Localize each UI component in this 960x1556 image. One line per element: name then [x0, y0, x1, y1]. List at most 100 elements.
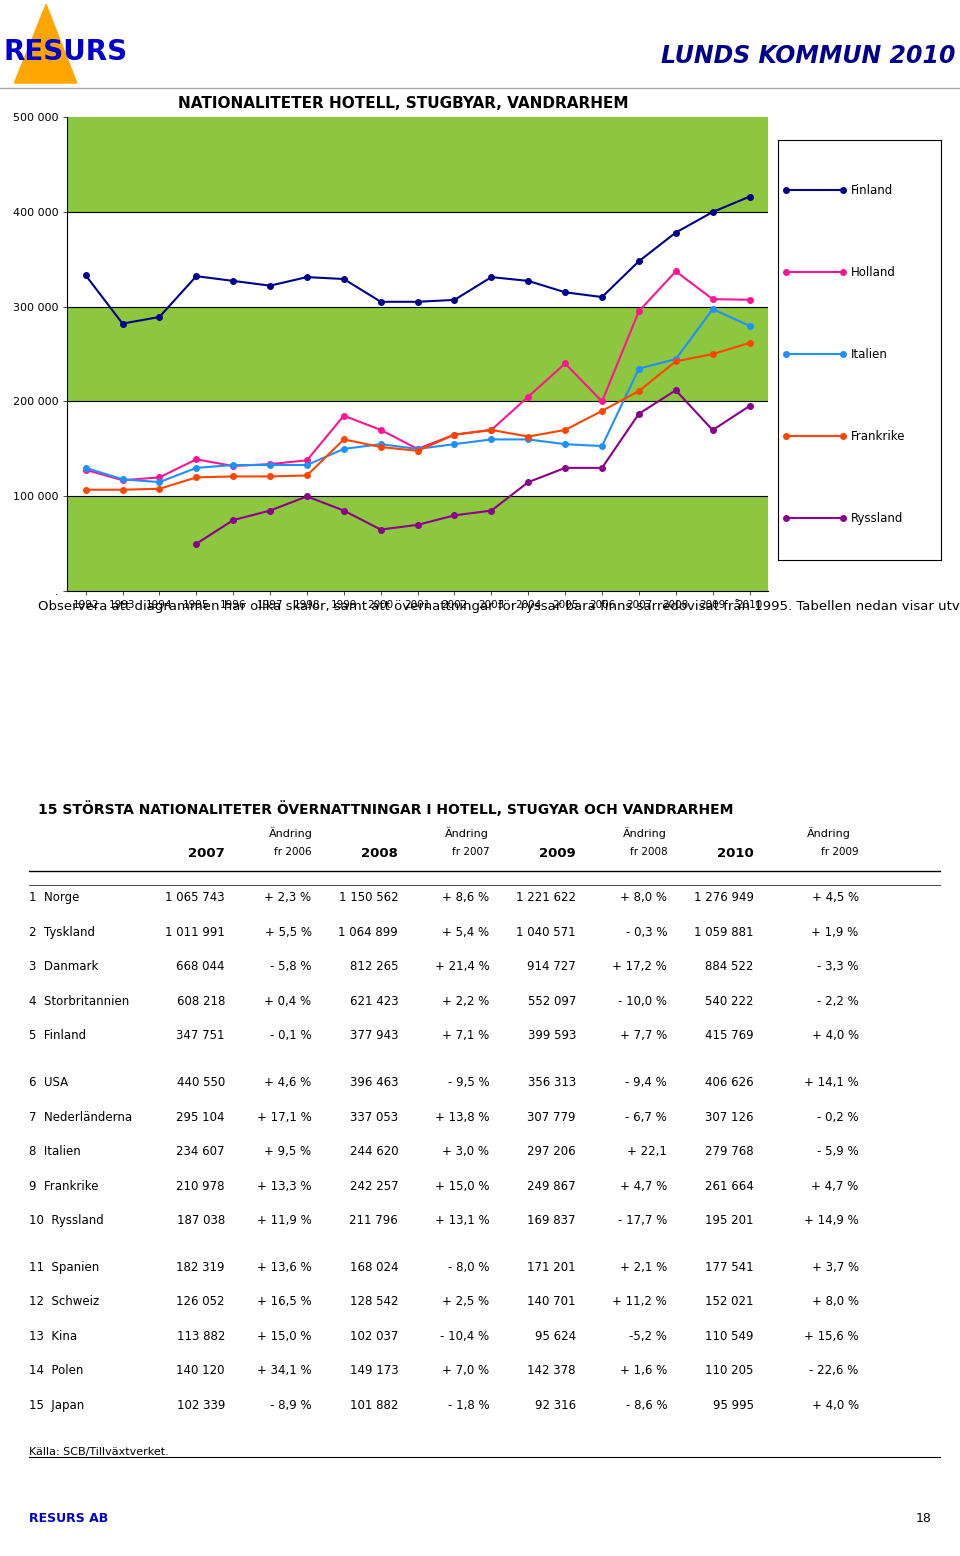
Text: + 15,6 %: + 15,6 % [804, 1330, 858, 1343]
Text: Ryssland: Ryssland [852, 512, 903, 524]
Text: + 4,0 %: + 4,0 % [811, 1399, 858, 1411]
Text: 9  Frankrike: 9 Frankrike [29, 1179, 98, 1193]
Text: 415 769: 415 769 [706, 1030, 754, 1043]
Text: 234 607: 234 607 [177, 1145, 225, 1158]
Text: + 1,9 %: + 1,9 % [811, 926, 858, 938]
Text: - 22,6 %: - 22,6 % [809, 1365, 858, 1377]
Text: + 15,0 %: + 15,0 % [435, 1179, 490, 1193]
Text: 182 319: 182 319 [177, 1260, 225, 1274]
Text: 406 626: 406 626 [706, 1077, 754, 1089]
Text: 187 038: 187 038 [177, 1214, 225, 1228]
Text: + 34,1 %: + 34,1 % [257, 1365, 311, 1377]
Text: 242 257: 242 257 [349, 1179, 398, 1193]
Text: 113 882: 113 882 [177, 1330, 225, 1343]
Text: 171 201: 171 201 [527, 1260, 576, 1274]
Text: 1 065 743: 1 065 743 [165, 892, 225, 904]
Text: 261 664: 261 664 [705, 1179, 754, 1193]
Text: 1 064 899: 1 064 899 [339, 926, 398, 938]
Text: 140 120: 140 120 [177, 1365, 225, 1377]
Text: NATIONALITETER HOTELL, STUGBYAR, VANDRARHEM: NATIONALITETER HOTELL, STUGBYAR, VANDRAR… [178, 96, 629, 112]
Text: 668 044: 668 044 [177, 960, 225, 974]
Text: Italien: Italien [852, 349, 888, 361]
Text: + 4,0 %: + 4,0 % [811, 1030, 858, 1043]
Text: + 2,1 %: + 2,1 % [620, 1260, 667, 1274]
Text: 95 995: 95 995 [713, 1399, 754, 1411]
Text: - 9,4 %: - 9,4 % [626, 1077, 667, 1089]
Text: 1 276 949: 1 276 949 [694, 892, 754, 904]
Text: 2  Tyskland: 2 Tyskland [29, 926, 95, 938]
Text: 1 150 562: 1 150 562 [339, 892, 398, 904]
Text: - 3,3 %: - 3,3 % [817, 960, 858, 974]
Text: Finland: Finland [852, 184, 894, 198]
Text: 244 620: 244 620 [349, 1145, 398, 1158]
Text: 142 378: 142 378 [527, 1365, 576, 1377]
Text: RESURS AB: RESURS AB [29, 1512, 108, 1525]
Text: 128 542: 128 542 [349, 1296, 398, 1309]
Text: 11  Spanien: 11 Spanien [29, 1260, 99, 1274]
Bar [67, 307, 768, 401]
Text: 3  Danmark: 3 Danmark [29, 960, 98, 974]
Text: 884 522: 884 522 [706, 960, 754, 974]
Text: 8  Italien: 8 Italien [29, 1145, 81, 1158]
Text: 540 222: 540 222 [706, 994, 754, 1008]
Polygon shape [14, 5, 77, 82]
Text: + 13,6 %: + 13,6 % [257, 1260, 311, 1274]
Text: 101 882: 101 882 [349, 1399, 398, 1411]
Text: 1 040 571: 1 040 571 [516, 926, 576, 938]
Text: Ändring: Ändring [622, 828, 666, 839]
Text: + 5,5 %: + 5,5 % [265, 926, 311, 938]
Text: + 4,5 %: + 4,5 % [811, 892, 858, 904]
Text: 307 126: 307 126 [706, 1111, 754, 1123]
Text: 5  Finland: 5 Finland [29, 1030, 86, 1043]
Text: - 0,1 %: - 0,1 % [270, 1030, 311, 1043]
Text: 2008: 2008 [361, 848, 398, 860]
Text: + 13,3 %: + 13,3 % [257, 1179, 311, 1193]
Text: 12  Schweiz: 12 Schweiz [29, 1296, 99, 1309]
Text: 297 206: 297 206 [527, 1145, 576, 1158]
Text: 102 037: 102 037 [349, 1330, 398, 1343]
Text: - 5,8 %: - 5,8 % [270, 960, 311, 974]
Text: Observera att diagrammen har olika skalor, samt att övernattningar för ryssar ba: Observera att diagrammen har olika skalo… [38, 599, 960, 613]
Text: 102 339: 102 339 [177, 1399, 225, 1411]
Text: 169 837: 169 837 [527, 1214, 576, 1228]
Text: 377 943: 377 943 [349, 1030, 398, 1043]
Text: 295 104: 295 104 [177, 1111, 225, 1123]
Text: - 10,0 %: - 10,0 % [618, 994, 667, 1008]
Text: + 4,7 %: + 4,7 % [811, 1179, 858, 1193]
Text: 1 059 881: 1 059 881 [694, 926, 754, 938]
Text: 1 221 622: 1 221 622 [516, 892, 576, 904]
Text: 126 052: 126 052 [177, 1296, 225, 1309]
Text: + 22,1: + 22,1 [627, 1145, 667, 1158]
Text: 2009: 2009 [540, 848, 576, 860]
Text: 396 463: 396 463 [349, 1077, 398, 1089]
Text: 1 011 991: 1 011 991 [165, 926, 225, 938]
Text: + 8,6 %: + 8,6 % [443, 892, 490, 904]
Text: + 7,1 %: + 7,1 % [443, 1030, 490, 1043]
Text: 552 097: 552 097 [528, 994, 576, 1008]
Text: 914 727: 914 727 [527, 960, 576, 974]
Text: + 7,0 %: + 7,0 % [443, 1365, 490, 1377]
Text: 15  Japan: 15 Japan [29, 1399, 84, 1411]
Text: - 5,9 %: - 5,9 % [817, 1145, 858, 1158]
Text: 307 779: 307 779 [527, 1111, 576, 1123]
Bar [67, 117, 768, 212]
Text: + 11,2 %: + 11,2 % [612, 1296, 667, 1309]
Text: 356 313: 356 313 [528, 1077, 576, 1089]
Text: 6  USA: 6 USA [29, 1077, 68, 1089]
Text: 149 173: 149 173 [349, 1365, 398, 1377]
Text: Ändring: Ändring [269, 828, 313, 839]
Text: 110 205: 110 205 [706, 1365, 754, 1377]
Text: + 13,8 %: + 13,8 % [435, 1111, 490, 1123]
Text: - 0,2 %: - 0,2 % [817, 1111, 858, 1123]
Text: - 2,2 %: - 2,2 % [817, 994, 858, 1008]
Text: + 5,4 %: + 5,4 % [443, 926, 490, 938]
Text: Holland: Holland [852, 266, 896, 279]
Text: - 8,9 %: - 8,9 % [270, 1399, 311, 1411]
Text: 152 021: 152 021 [706, 1296, 754, 1309]
Text: - 8,6 %: - 8,6 % [626, 1399, 667, 1411]
Text: 210 978: 210 978 [177, 1179, 225, 1193]
Text: - 17,7 %: - 17,7 % [618, 1214, 667, 1228]
Text: 92 316: 92 316 [535, 1399, 576, 1411]
Text: - 0,3 %: - 0,3 % [626, 926, 667, 938]
Text: + 14,1 %: + 14,1 % [804, 1077, 858, 1089]
